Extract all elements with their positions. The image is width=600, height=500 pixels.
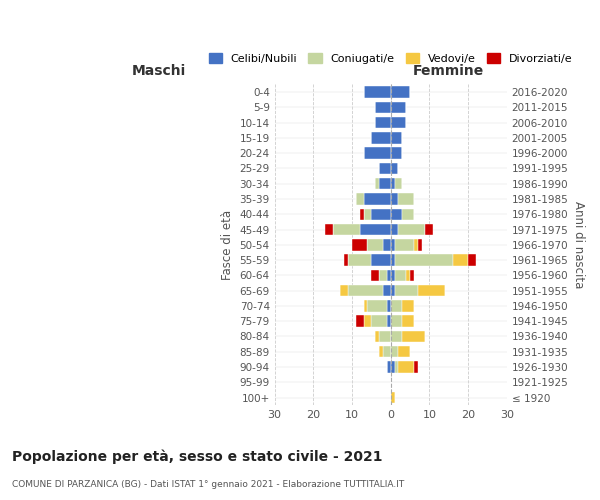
Bar xyxy=(379,346,383,358)
Bar xyxy=(395,270,406,281)
Bar xyxy=(371,132,391,143)
Bar xyxy=(391,330,402,342)
Bar xyxy=(402,300,414,312)
Bar xyxy=(398,346,410,358)
Bar xyxy=(375,102,391,113)
Bar xyxy=(379,270,387,281)
Bar xyxy=(356,194,364,204)
Bar xyxy=(371,316,387,327)
Y-axis label: Fasce di età: Fasce di età xyxy=(221,210,234,280)
Bar xyxy=(356,316,364,327)
Bar xyxy=(375,330,379,342)
Bar xyxy=(344,254,348,266)
Bar xyxy=(325,224,332,235)
Bar xyxy=(364,86,391,98)
Bar xyxy=(364,148,391,159)
Bar xyxy=(364,194,391,204)
Bar xyxy=(375,178,379,190)
Bar xyxy=(367,300,387,312)
Bar xyxy=(371,270,379,281)
Bar xyxy=(387,300,391,312)
Bar xyxy=(391,361,395,372)
Bar xyxy=(391,86,410,98)
Bar xyxy=(383,285,391,296)
Bar xyxy=(364,316,371,327)
Bar xyxy=(398,194,414,204)
Bar xyxy=(395,361,398,372)
Bar xyxy=(418,239,422,250)
Bar xyxy=(379,330,391,342)
Bar xyxy=(391,208,402,220)
Bar xyxy=(371,254,391,266)
Bar xyxy=(391,162,398,174)
Bar xyxy=(391,285,395,296)
Bar xyxy=(340,285,348,296)
Bar xyxy=(406,270,410,281)
Bar xyxy=(418,285,445,296)
Bar xyxy=(387,270,391,281)
Bar xyxy=(402,316,414,327)
Bar xyxy=(348,285,383,296)
Bar xyxy=(395,239,414,250)
Bar xyxy=(414,239,418,250)
Bar xyxy=(352,239,367,250)
Bar xyxy=(332,224,360,235)
Bar xyxy=(391,132,402,143)
Bar xyxy=(387,361,391,372)
Text: COMUNE DI PARZANICA (BG) - Dati ISTAT 1° gennaio 2021 - Elaborazione TUTTITALIA.: COMUNE DI PARZANICA (BG) - Dati ISTAT 1°… xyxy=(12,480,404,489)
Bar xyxy=(383,346,391,358)
Bar xyxy=(398,361,414,372)
Bar xyxy=(391,239,395,250)
Bar xyxy=(383,239,391,250)
Bar xyxy=(391,254,395,266)
Bar xyxy=(391,300,402,312)
Bar xyxy=(360,208,364,220)
Bar xyxy=(452,254,468,266)
Bar xyxy=(387,316,391,327)
Bar xyxy=(395,285,418,296)
Bar xyxy=(379,178,391,190)
Bar xyxy=(395,254,452,266)
Bar xyxy=(379,162,391,174)
Bar xyxy=(402,208,414,220)
Bar xyxy=(371,208,391,220)
Bar xyxy=(375,117,391,128)
Bar xyxy=(364,300,367,312)
Bar xyxy=(391,148,402,159)
Bar xyxy=(410,270,414,281)
Bar xyxy=(398,224,425,235)
Bar xyxy=(425,224,433,235)
Bar xyxy=(391,117,406,128)
Bar xyxy=(364,208,371,220)
Legend: Celibi/Nubili, Coniugati/e, Vedovi/e, Divorziati/e: Celibi/Nubili, Coniugati/e, Vedovi/e, Di… xyxy=(204,48,577,68)
Bar xyxy=(391,270,395,281)
Text: Femmine: Femmine xyxy=(413,64,484,78)
Text: Maschi: Maschi xyxy=(131,64,186,78)
Bar xyxy=(414,361,418,372)
Bar xyxy=(468,254,476,266)
Bar xyxy=(391,346,398,358)
Bar xyxy=(391,224,398,235)
Bar xyxy=(367,239,383,250)
Bar xyxy=(391,392,395,403)
Bar xyxy=(391,316,402,327)
Y-axis label: Anni di nascita: Anni di nascita xyxy=(572,201,585,288)
Bar xyxy=(391,194,398,204)
Bar xyxy=(395,178,402,190)
Bar xyxy=(391,178,395,190)
Bar xyxy=(391,102,406,113)
Bar xyxy=(348,254,371,266)
Text: Popolazione per età, sesso e stato civile - 2021: Popolazione per età, sesso e stato civil… xyxy=(12,450,383,464)
Bar xyxy=(360,224,391,235)
Bar xyxy=(402,330,425,342)
